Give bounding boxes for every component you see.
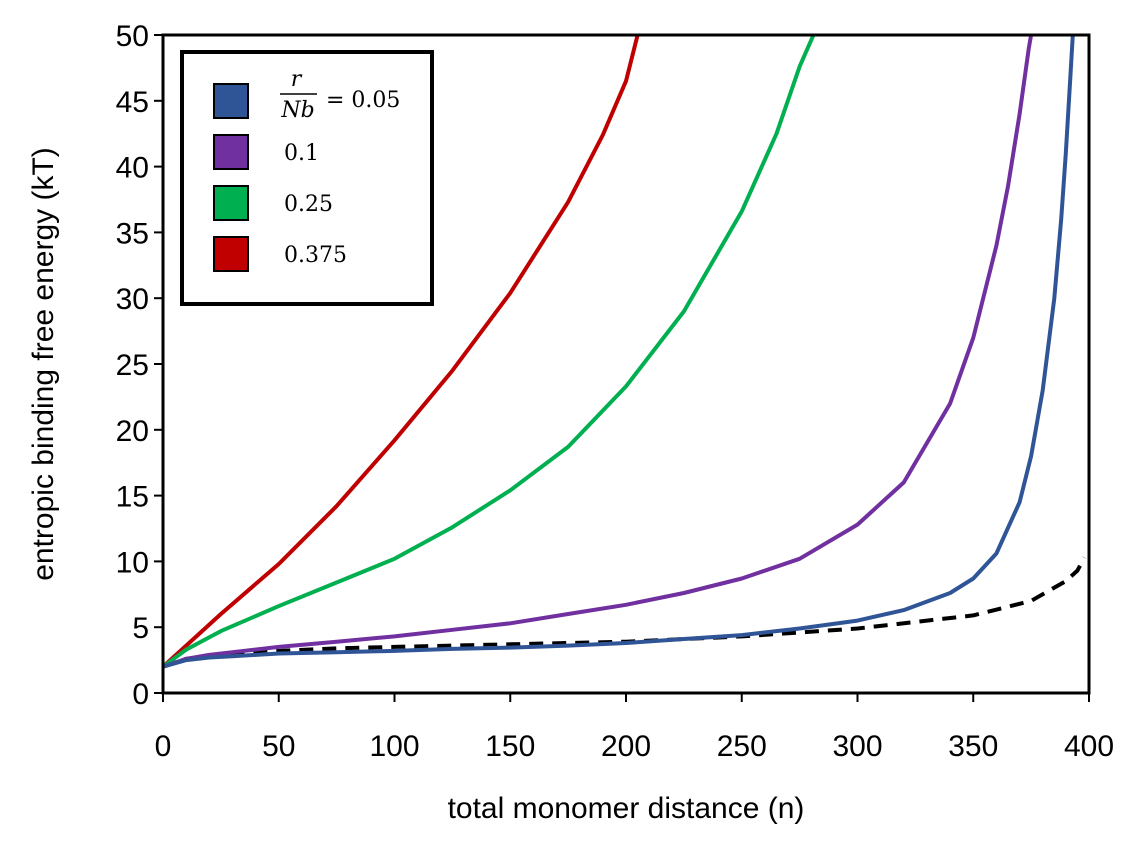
- series-line-0.05: [163, 35, 1075, 669]
- legend-label-0.25: 0.25: [284, 192, 333, 217]
- y-tick-label-45: 45: [116, 86, 149, 119]
- legend-label-0.1: 0.1: [284, 141, 319, 166]
- x-axis: 0 50 100 150 200 250 300 350 400: [155, 693, 1114, 763]
- y-tick-label-15: 15: [116, 481, 149, 514]
- y-tick-label-40: 40: [116, 152, 149, 185]
- y-axis: 0 5 10 15 20 25 30 35 40 45 50: [116, 20, 163, 711]
- legend-numerator: r: [291, 67, 303, 92]
- x-tick-label-200: 200: [601, 730, 651, 763]
- x-tick-label-150: 150: [485, 730, 535, 763]
- legend: r Nb = 0.05 0.1 0.25 0.375: [180, 50, 434, 306]
- y-tick-label-0: 0: [132, 678, 149, 711]
- x-tick-label-50: 50: [262, 730, 295, 763]
- legend-swatch-0.1: [213, 134, 249, 170]
- y-tick-label-10: 10: [116, 546, 149, 579]
- x-axis-title: total monomer distance (n): [448, 792, 805, 825]
- y-tick-label-50: 50: [116, 20, 149, 53]
- y-tick-label-35: 35: [116, 217, 149, 250]
- x-tick-label-350: 350: [948, 730, 998, 763]
- y-axis-title: entropic binding free energy (kT): [27, 147, 60, 581]
- x-tick-label-250: 250: [717, 730, 767, 763]
- x-tick-label-0: 0: [155, 730, 172, 763]
- x-tick-label-100: 100: [369, 730, 419, 763]
- series-layer: [163, 35, 1087, 669]
- series-line-dashed: [163, 556, 1087, 669]
- legend-swatch-0.05: [213, 83, 249, 119]
- y-tick-label-25: 25: [116, 349, 149, 382]
- series-line-0.25: [163, 35, 816, 669]
- y-tick-label-20: 20: [116, 415, 149, 448]
- x-tick-label-300: 300: [832, 730, 882, 763]
- legend-label-0.375: 0.375: [284, 243, 347, 268]
- legend-equals: = 0.05: [326, 88, 400, 113]
- legend-denominator: Nb: [280, 98, 314, 123]
- legend-swatch-0.25: [213, 185, 249, 221]
- y-tick-label-30: 30: [116, 283, 149, 316]
- legend-swatch-0.375: [213, 236, 249, 272]
- x-tick-label-400: 400: [1064, 730, 1114, 763]
- series-line-0.375: [163, 35, 640, 669]
- series-line-0.1: [163, 35, 1034, 669]
- y-tick-label-5: 5: [132, 612, 149, 645]
